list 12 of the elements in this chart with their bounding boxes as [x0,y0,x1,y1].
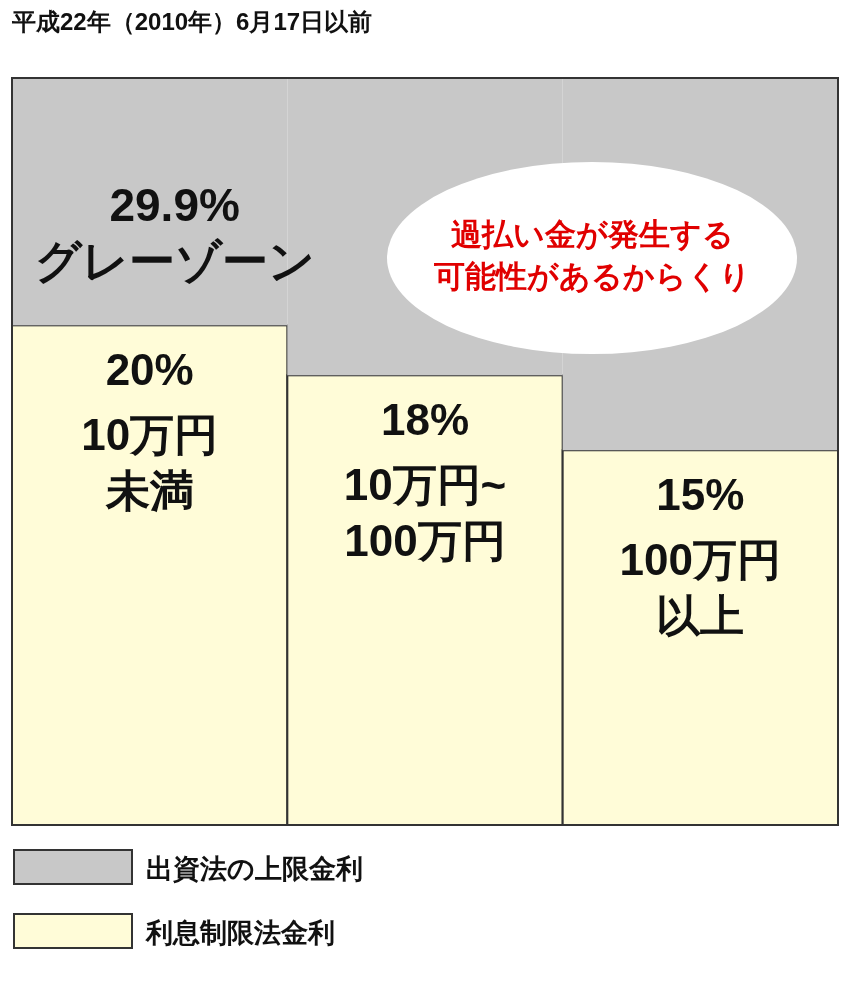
data-label: 15% [656,470,745,520]
total-label: 29.9% [109,179,240,231]
chart-title: 平成22年（2010年）6月17日以前 [11,8,373,35]
annotation: 過払い金が発生する可能性があるからくり [432,217,751,294]
legend-label: 出資法の上限金利 [146,854,363,884]
x-tick-label: 10万円未満 [81,410,219,516]
x-tick-label: 10万円~100万円 [343,460,507,566]
data-label: 18% [380,395,470,445]
data-label: 20% [105,345,194,395]
annotation: グレーゾーン [35,235,315,287]
x-tick-label: 100万円以上 [619,535,782,641]
legend-label: 利息制限法金利 [145,918,335,948]
